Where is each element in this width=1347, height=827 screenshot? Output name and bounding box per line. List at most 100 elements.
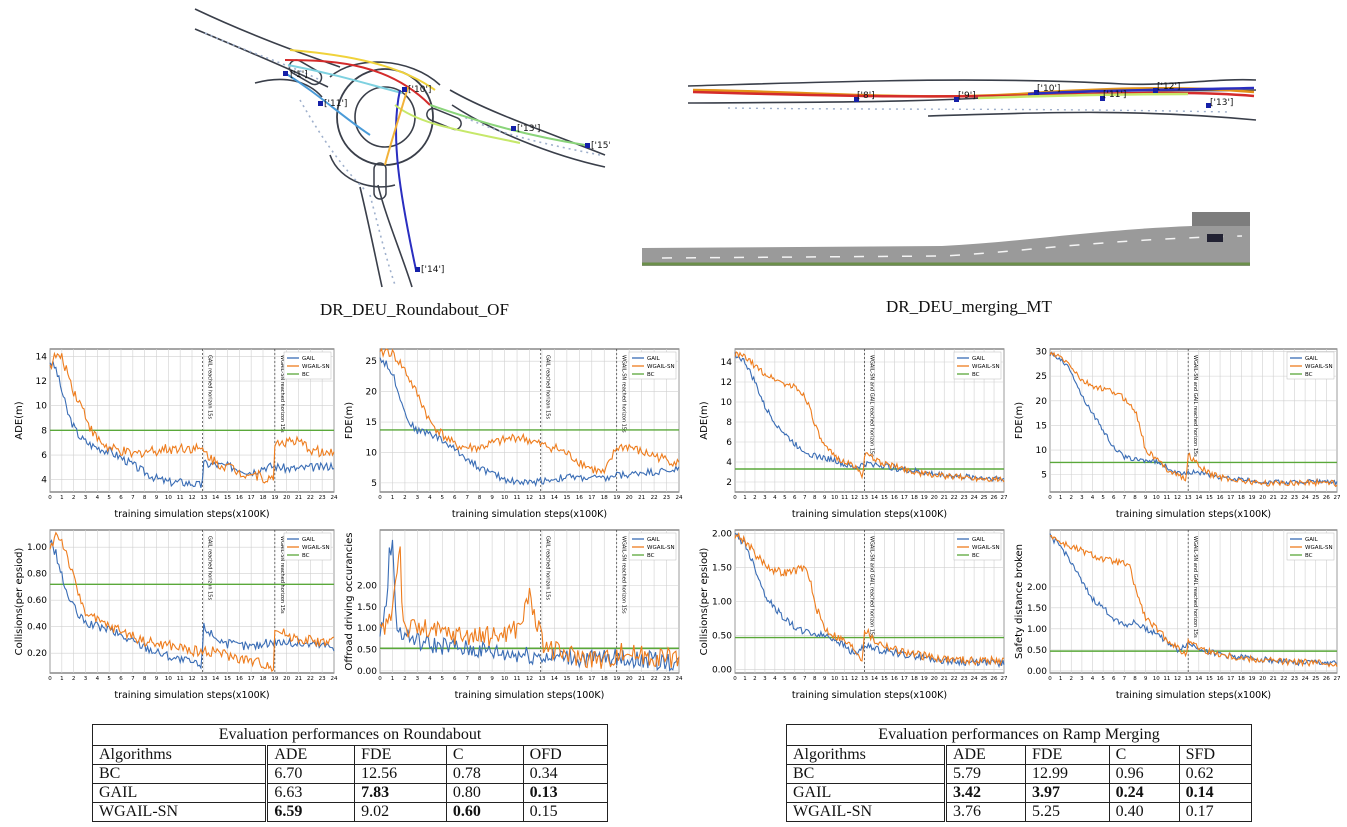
x-tick-label: 24 <box>676 495 683 501</box>
x-tick-label: 6 <box>119 676 123 682</box>
x-tick-label: 6 <box>453 495 457 501</box>
series-line-gail <box>1049 533 1338 668</box>
x-tick-label: 2 <box>403 495 407 501</box>
x-axis-label: training simulation steps(x100K) <box>1116 509 1271 520</box>
x-tick-label: 27 <box>1001 495 1008 501</box>
x-tick-label: 8 <box>1133 676 1137 682</box>
x-tick-label: 12 <box>189 495 196 501</box>
x-tick-label: 5 <box>1101 676 1105 682</box>
x-tick-label: 5 <box>107 495 111 501</box>
x-tick-label: 16 <box>1217 676 1224 682</box>
y-tick-label: 1.00 <box>357 624 377 634</box>
horizon-marker-label: WGAIL-SN reached horizon 15s <box>279 355 285 433</box>
x-tick-label: 1 <box>391 676 395 682</box>
x-tick-label: 0 <box>1048 495 1052 501</box>
merging-table: Evaluation performances on Ramp Merging … <box>786 724 1253 822</box>
x-tick-label: 16 <box>1217 495 1224 501</box>
x-tick-label: 20 <box>626 495 633 501</box>
x-tick-label: 3 <box>84 495 88 501</box>
x-tick-label: 4 <box>773 495 777 501</box>
legend-label: BC <box>1305 553 1313 559</box>
table-row: GAIL 3.42 3.97 0.24 0.14 <box>786 783 1253 803</box>
table-cell-value: 0.80 <box>445 783 524 803</box>
table-cell-value: 6.63 <box>266 783 356 803</box>
x-tick-label: 18 <box>260 676 267 682</box>
series-line-wgail-sn <box>379 347 680 476</box>
y-axis-label: Offroad driving occurancies <box>344 533 355 671</box>
x-tick-label: 9 <box>1144 676 1148 682</box>
table-cell-value: 6.59 <box>266 802 356 822</box>
y-tick-label: 15 <box>1036 421 1047 431</box>
x-tick-label: 4 <box>1091 495 1095 501</box>
x-tick-label: 14 <box>551 676 558 682</box>
chart-svg: 0 1 2 3 4 5 6 7 8 9 10 11 12 13 14 15 16 17 18 19 20 21 22 23 24… <box>699 529 1008 701</box>
x-tick-label: 18 <box>601 495 608 501</box>
x-tick-label: 8 <box>143 676 147 682</box>
table-cell-value: 0.78 <box>445 764 524 784</box>
x-tick-label: 22 <box>307 495 314 501</box>
x-tick-label: 20 <box>931 495 938 501</box>
y-tick-label: 0.00 <box>357 667 377 677</box>
x-tick-label: 7 <box>465 676 469 682</box>
x-tick-label: 17 <box>588 495 595 501</box>
x-tick-label: 1 <box>743 676 747 682</box>
chart-merging-ade: 0 1 2 3 4 5 6 7 8 9 10 11 12 13 14 15 16 17 18 19 20 21 22 23 24… <box>695 344 1010 524</box>
table-cell-value: 3.76 <box>944 802 1026 822</box>
y-tick-label: 10 <box>1036 446 1048 456</box>
legend-label: BC <box>302 553 310 559</box>
x-tick-label: 2 <box>753 495 757 501</box>
x-tick-label: 19 <box>271 676 278 682</box>
table-header: Algorithms <box>786 745 947 765</box>
x-tick-label: 25 <box>1312 495 1319 501</box>
chart-svg: 0 1 2 3 4 5 6 7 8 9 10 11 12 13 14 15 16 17 18 19 20 21 22 23 24… <box>344 529 683 701</box>
x-tick-label: 13 <box>1185 676 1192 682</box>
x-tick-label: 1 <box>1059 495 1063 501</box>
legend-label: WGAIL-SN <box>972 364 1000 370</box>
horizon-marker-label: WGAIL-SN reached horizon 15s <box>279 536 285 614</box>
x-tick-label: 12 <box>1174 495 1181 501</box>
x-tick-label: 9 <box>155 495 159 501</box>
series-line-wgail-sn <box>1049 351 1338 488</box>
chart-svg: 0 1 2 3 4 5 6 7 8 9 10 11 12 13 14 15 16 17 18 19 20 21 22 23 24… <box>344 347 683 520</box>
legend-label: GAIL <box>1305 356 1319 362</box>
table-cell-algorithm: BC <box>91 764 269 784</box>
series-line-wgail-sn <box>379 546 680 669</box>
x-tick-label: 15 <box>1206 495 1213 501</box>
x-tick-label: 15 <box>881 676 888 682</box>
table-header: FDE <box>354 745 447 765</box>
x-axis-label: training simulation steps(x100K) <box>792 690 947 701</box>
x-tick-label: 23 <box>319 676 326 682</box>
x-tick-label: 23 <box>1291 495 1298 501</box>
x-tick-label: 22 <box>651 676 658 682</box>
y-tick-label: 6 <box>726 438 732 448</box>
x-axis-label: training simulation steps(x100K) <box>114 690 269 701</box>
legend-label: WGAIL-SN <box>972 545 1000 551</box>
x-tick-label: 18 <box>601 676 608 682</box>
x-tick-label: 10 <box>165 495 172 501</box>
table-cell-value: 12.99 <box>1024 764 1110 784</box>
x-tick-label: 0 <box>378 676 382 682</box>
chart-merging-collisions: 0 1 2 3 4 5 6 7 8 9 10 11 12 13 14 15 16 17 18 19 20 21 22 23 24… <box>695 525 1010 705</box>
y-tick-label: 5 <box>371 479 377 489</box>
x-tick-label: 6 <box>793 495 797 501</box>
x-tick-label: 10 <box>1153 676 1160 682</box>
y-tick-label: 0.50 <box>1027 646 1047 656</box>
merging-map-title: DR_DEU_merging_MT <box>886 297 1052 316</box>
x-tick-label: 10 <box>831 676 838 682</box>
table-header: C <box>445 745 524 765</box>
y-tick-label: 1.50 <box>712 563 732 573</box>
series-line-gail <box>379 539 680 672</box>
merging-table-body: BC 5.79 12.99 0.96 0.62 GAIL 3.42 3.97 0.24 0.14 W… <box>786 764 1253 822</box>
x-tick-label: 13 <box>200 676 207 682</box>
x-tick-label: 19 <box>921 495 928 501</box>
x-tick-label: 0 <box>378 495 382 501</box>
x-tick-label: 11 <box>514 676 521 682</box>
chart-roundabout-collisions: 0 1 2 3 4 5 6 7 8 9 10 11 12 13 14 15 16 17 18 19 20 21 22 23 24… <box>10 525 340 705</box>
table-cell-value: 0.17 <box>1178 802 1253 822</box>
table-header: FDE <box>1024 745 1110 765</box>
x-axis-label: training simulation steps(x100K) <box>792 509 947 520</box>
x-tick-label: 16 <box>236 495 243 501</box>
x-tick-label: 14 <box>871 676 878 682</box>
x-tick-label: 6 <box>453 676 457 682</box>
horizon-marker-label: WGAIL-SN and GAIL reached horizon 15s <box>1192 355 1198 457</box>
